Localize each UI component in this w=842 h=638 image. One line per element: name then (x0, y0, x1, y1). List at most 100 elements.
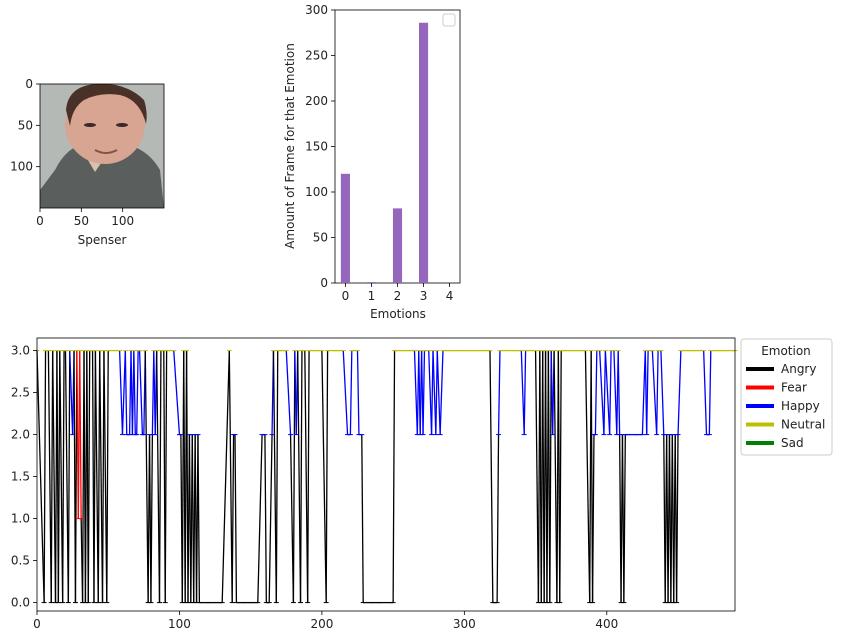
emotion-segment (623, 434, 626, 603)
emotion-segment (361, 434, 364, 603)
line-ytick-label: 0.5 (11, 554, 30, 568)
emotion-segment (432, 350, 437, 435)
emotion-segment (584, 350, 591, 603)
emotion-segment (497, 350, 501, 435)
emotion-segment (436, 350, 441, 435)
line-plot-area (37, 338, 735, 611)
emotion-segment (221, 350, 230, 603)
emotion-segment (656, 350, 659, 435)
bar-ytick-label: 150 (305, 140, 328, 154)
bar-ytick-label: 250 (305, 49, 328, 63)
emotion-segment (599, 350, 605, 435)
bar (340, 173, 350, 283)
emotion-segment (133, 350, 136, 435)
emotion-segment (57, 350, 61, 603)
emotion-segment (124, 350, 128, 435)
emotion-segment (136, 350, 139, 435)
emotion-segment (156, 350, 161, 603)
line-ytick-label: 3.0 (11, 344, 30, 358)
emotion-segment (549, 350, 552, 603)
emotion-segment (675, 434, 679, 603)
emotion-segment (489, 350, 494, 603)
line-ytick-label: 0.0 (11, 596, 30, 610)
bar (418, 22, 429, 284)
image-ytick-label: 50 (18, 118, 33, 132)
emotion-segment (356, 350, 360, 435)
legend-label-sad: Sad (781, 436, 804, 450)
image-xtick-label: 50 (74, 214, 89, 228)
emotion-segment (413, 350, 418, 435)
bar-xtick-label: 1 (368, 289, 376, 303)
legend-label-neutral: Neutral (781, 418, 825, 432)
emotion-segment (641, 350, 646, 435)
emotion-segment (47, 350, 52, 603)
emotion-segment (617, 350, 621, 435)
emotion-segment (660, 350, 665, 435)
bar-ylabel: Amount of Frame for that Emotion (283, 43, 297, 249)
emotion-segment (103, 350, 108, 603)
emotion-segment (67, 350, 71, 603)
line-ytick-label: 1.0 (11, 512, 30, 526)
emotion-segment (64, 350, 69, 603)
line-plot-frame (36, 337, 736, 612)
bar-ytick-label: 300 (305, 3, 328, 17)
emotion-segment (164, 350, 168, 603)
emotion-segment (138, 350, 144, 435)
line-legend: Emotion Angry Fear Happy Neutral Sad (740, 338, 833, 456)
emotion-segment (99, 350, 104, 603)
bar-ytick-label: 100 (305, 185, 328, 199)
emotion-segment (591, 434, 595, 603)
emotion-segment (299, 350, 303, 603)
legend-label-angry: Angry (781, 362, 816, 376)
line-xtick-label: 300 (453, 617, 476, 631)
emotion-segment (197, 434, 201, 603)
emotion-segment (118, 350, 124, 435)
emotion-segment (349, 350, 353, 435)
legend-label-happy: Happy (781, 399, 820, 413)
emotion-segment (97, 350, 101, 603)
emotion-segment (121, 350, 126, 435)
legend-label-fear: Fear (781, 381, 807, 395)
emotion-segment (297, 350, 302, 603)
line-xtick-label: 400 (595, 617, 618, 631)
emotion-segment (321, 350, 327, 603)
emotion-segment (94, 350, 99, 603)
emotion-segment (430, 350, 434, 435)
line-ytick-label: 2.0 (11, 428, 30, 442)
emotion-segment (268, 434, 273, 603)
emotion-segment (228, 350, 233, 603)
emotion-segment (604, 350, 611, 435)
legend-title: Emotion (761, 344, 811, 358)
emotion-segment (36, 350, 45, 603)
bar-xtick-label: 0 (342, 289, 350, 303)
emotion-segment (534, 350, 540, 603)
line-xtick-label: 200 (310, 617, 333, 631)
emotion-segment (52, 350, 57, 603)
emotion-segment (496, 434, 500, 603)
emotion-segment (523, 350, 527, 435)
emotion-segment (144, 350, 149, 603)
emotion-segment (173, 350, 181, 435)
image-ytick-label: 0 (25, 77, 33, 91)
emotion-segment (43, 350, 47, 603)
emotion-segment (59, 350, 64, 603)
image-ytick-label: 100 (10, 160, 33, 174)
emotion-segment (285, 350, 292, 435)
emotion-segment (428, 350, 433, 435)
emotion-segment (392, 350, 396, 603)
emotion-segment (677, 350, 682, 435)
emotion-segment (275, 350, 279, 603)
bar-xtick-label: 3 (420, 289, 428, 303)
emotion-segment (439, 350, 444, 435)
image-xtick-label: 0 (36, 214, 44, 228)
emotion-segment (304, 350, 309, 603)
bar (366, 282, 377, 283)
emotion-segment (79, 350, 82, 519)
emotion-segment (559, 350, 562, 603)
emotion-segment (646, 350, 649, 435)
bar-ytick-label: 0 (320, 276, 328, 290)
emotion-segment (292, 350, 296, 603)
emotion-segment (603, 350, 607, 435)
image-xtick-label: 100 (111, 214, 134, 228)
emotion-segment (150, 434, 154, 603)
